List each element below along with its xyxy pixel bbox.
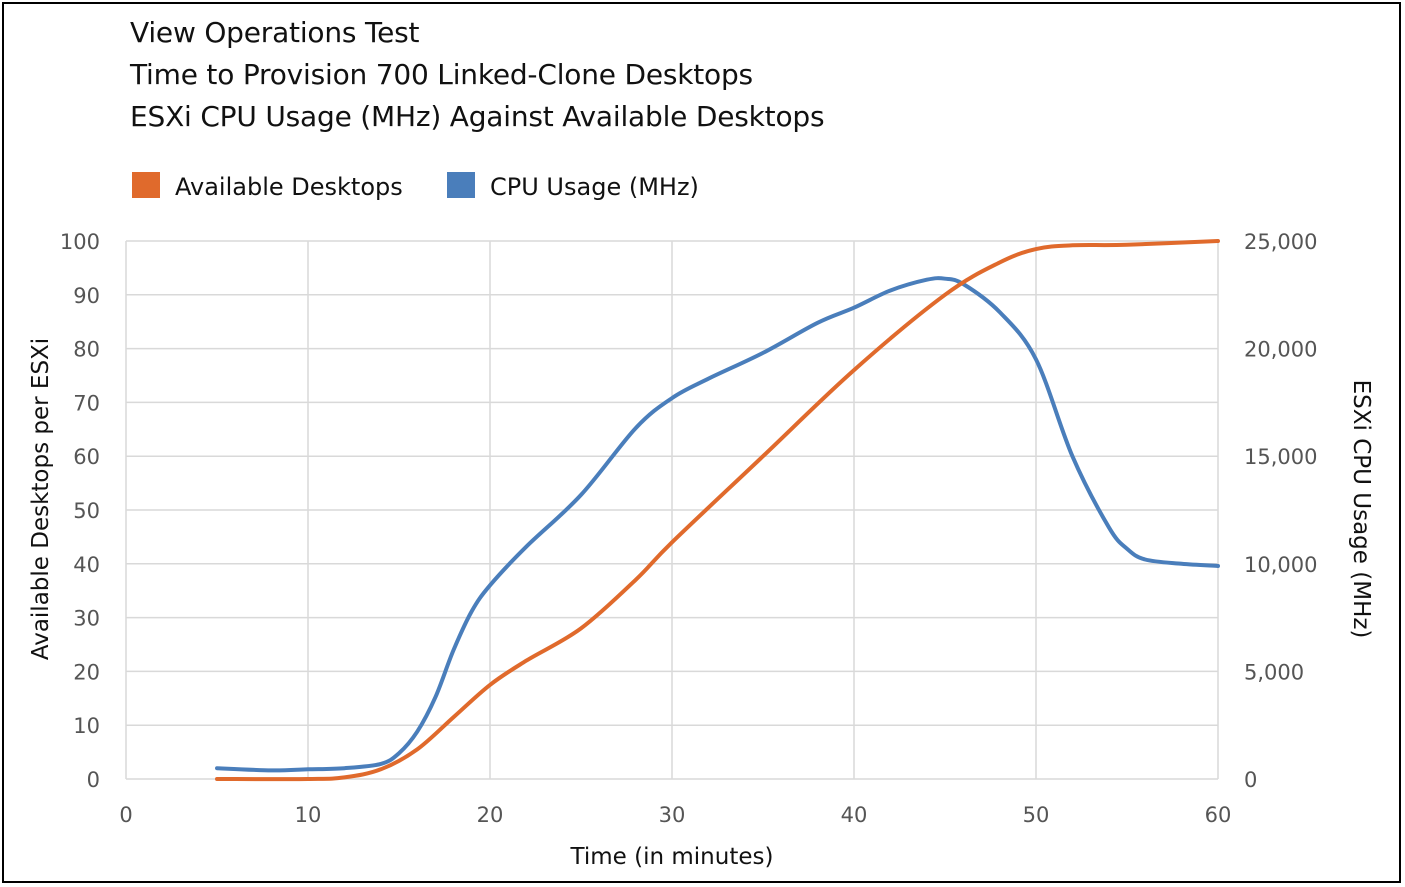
x-tick-label: 40 [841,803,868,827]
legend-swatch-cpu-usage [447,172,475,198]
y-axis-left-title: Available Desktops per ESXi [28,338,54,660]
y-right-tick-label: 0 [1244,768,1257,792]
y-right-tick-label: 20,000 [1244,338,1317,362]
chart-title-line-1: View Operations Test [130,16,420,49]
y-right-tick-label: 15,000 [1244,445,1317,469]
grid-layer [125,240,1219,780]
y-left-tick-label: 20 [73,660,100,684]
chart-title-line-2: Time to Provision 700 Linked-Clone Deskt… [130,58,753,91]
legend-label-cpu-usage: CPU Usage (MHz) [490,173,699,201]
chart-title-line-3: ESXi CPU Usage (MHz) Against Available D… [130,100,825,133]
y-right-tick-label: 10,000 [1244,553,1317,577]
y-left-tick-label: 80 [73,338,100,362]
x-tick-label: 50 [1023,803,1050,827]
y-left-tick-label: 30 [73,607,100,631]
series-layer [215,239,1220,782]
x-axis-title: Time (in minutes) [570,844,774,870]
y-left-tick-label: 0 [87,768,100,792]
y-left-tick-label: 60 [73,445,100,469]
tick-layer: 010203040506070809010005,00010,00015,000… [60,230,1318,827]
y-axis-right-title: ESXi CPU Usage (MHz) [1348,380,1374,639]
legend-swatch-available-desktops [132,172,160,198]
x-tick-label: 20 [477,803,504,827]
y-left-tick-label: 40 [73,553,100,577]
y-left-tick-label: 70 [73,391,100,415]
legend-label-available-desktops: Available Desktops [175,173,403,201]
series-line-cpu-usage [215,276,1220,773]
x-tick-label: 10 [295,803,322,827]
series-line-available-desktops [215,239,1220,782]
x-tick-label: 30 [659,803,686,827]
y-left-tick-label: 10 [73,714,100,738]
x-tick-label: 0 [119,803,132,827]
y-left-tick-label: 50 [73,499,100,523]
x-tick-label: 60 [1205,803,1232,827]
y-right-tick-label: 25,000 [1244,230,1317,254]
y-left-tick-label: 100 [60,230,100,254]
y-left-tick-label: 90 [73,284,100,308]
y-right-tick-label: 5,000 [1244,660,1304,684]
